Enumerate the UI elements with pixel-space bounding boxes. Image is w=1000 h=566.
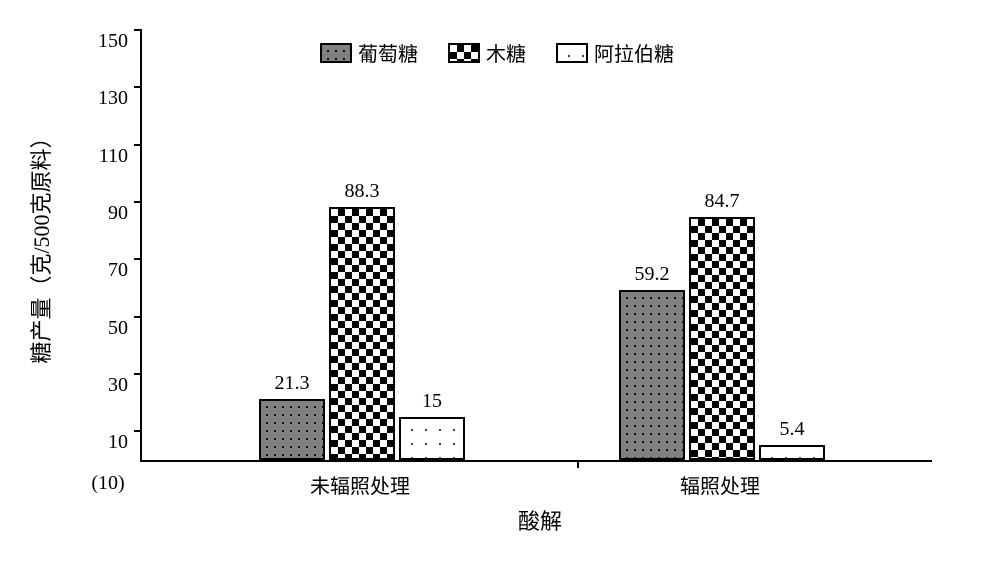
x-axis-title: 酸解 <box>518 504 562 536</box>
legend-swatch <box>448 43 480 63</box>
plot-area: 21.3 88.3 15 59.2 84.7 5.4 <box>140 30 932 462</box>
bar-value-label: 5.4 <box>780 418 805 441</box>
bar-value-label: 15 <box>422 390 442 413</box>
x-category-label: 未辐照处理 <box>310 470 410 499</box>
y-baseline-paren: (10) <box>91 472 124 495</box>
legend-label: 葡萄糖 <box>358 38 418 67</box>
y-tick-label: 70 <box>108 259 128 282</box>
y-tick <box>134 86 142 88</box>
y-tick-label: 150 <box>98 30 128 53</box>
y-tick <box>134 430 142 432</box>
y-tick-label: 50 <box>108 317 128 340</box>
y-tick-label: 10 <box>108 431 128 454</box>
y-tick <box>134 373 142 375</box>
legend-item: 葡萄糖 <box>320 38 418 67</box>
y-tick <box>134 258 142 260</box>
bar <box>259 399 325 460</box>
bar-value-label: 88.3 <box>345 180 380 203</box>
y-axis-title: 糖产量（克/500克原料） <box>24 126 56 363</box>
y-tick-label: 130 <box>98 87 128 110</box>
bar <box>619 290 685 460</box>
legend-item: 阿拉伯糖 <box>556 38 674 67</box>
y-tick-label: 110 <box>99 145 128 168</box>
legend-label: 木糖 <box>486 38 526 67</box>
legend-item: 木糖 <box>448 38 526 67</box>
bar <box>759 445 825 460</box>
sugar-yield-chart: 糖产量（克/500克原料） (10) 21.3 88.3 15 59.2 84.7 5.4… <box>0 0 1000 566</box>
legend-swatch <box>556 43 588 63</box>
x-tick <box>577 460 579 468</box>
y-tick <box>134 316 142 318</box>
legend: 葡萄糖 木糖 阿拉伯糖 <box>320 38 674 67</box>
y-tick <box>134 201 142 203</box>
y-tick-label: 90 <box>108 202 128 225</box>
x-category-label: 辐照处理 <box>680 470 760 499</box>
y-tick-label: 30 <box>108 374 128 397</box>
y-tick <box>134 29 142 31</box>
legend-label: 阿拉伯糖 <box>594 38 674 67</box>
y-tick <box>134 144 142 146</box>
bar <box>399 417 465 460</box>
bar <box>689 217 755 460</box>
bar <box>329 207 395 460</box>
bar-value-label: 21.3 <box>275 372 310 395</box>
legend-swatch <box>320 43 352 63</box>
bar-value-label: 84.7 <box>705 190 740 213</box>
bar-value-label: 59.2 <box>635 263 670 286</box>
